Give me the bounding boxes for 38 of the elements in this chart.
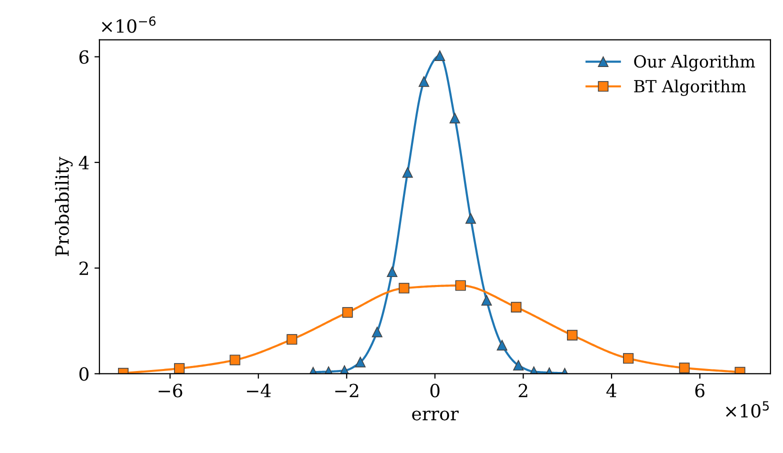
text: ×10$^{5}$ [726,401,769,418]
point [342,307,353,318]
point [355,356,366,368]
point [679,362,690,374]
x-axis-title: error [412,410,459,420]
x-tick-label: 6 [695,384,704,398]
x-tick-label: −4 [246,384,271,398]
x-tick-label: 2 [518,384,528,398]
y-tick-label: 0 [79,367,89,381]
point [510,302,522,312]
y-tick-label: 6 [79,50,89,64]
point [418,76,430,87]
point [513,360,524,371]
legend-label: BT Algorithm [634,80,746,96]
y-tick-label: 4 [78,156,89,170]
point [398,282,410,294]
x-tick-label: −2 [335,384,358,398]
x-tick-label: 4 [606,384,616,398]
x-tick-label: 0 [430,384,440,398]
point [372,326,382,338]
y-axis-title: Probability [54,156,73,256]
point [450,112,460,124]
point [230,354,240,366]
point [434,50,446,61]
legend-label: Our Algorithm [634,54,756,72]
point [386,266,398,278]
point [286,334,298,345]
point [566,330,578,340]
point [481,295,492,306]
point [496,340,508,350]
point [402,167,413,178]
y-tick-label: 2 [79,262,88,275]
point [455,280,466,291]
point [623,353,634,364]
text: ×10$^{−6}$ [102,16,156,33]
point [174,363,185,374]
x-tick-label: −6 [158,384,182,398]
point [465,213,476,224]
